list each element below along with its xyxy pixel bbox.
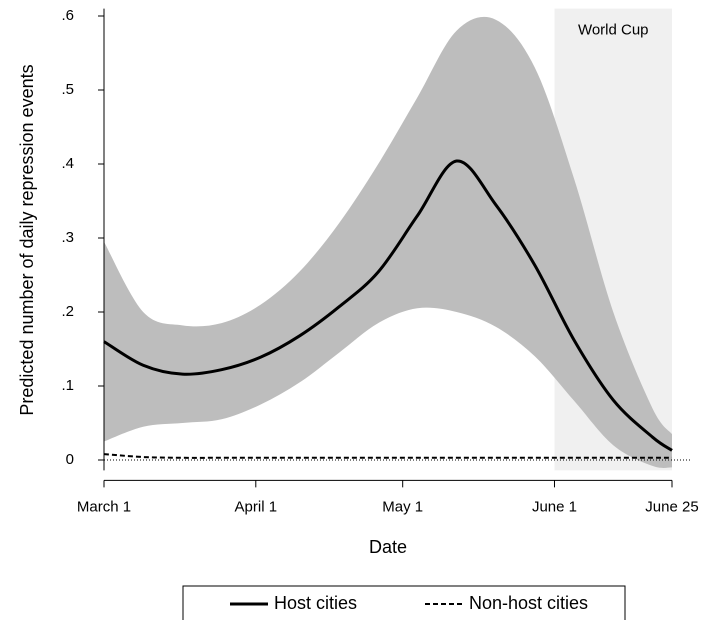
x-axis-title: Date [369,537,407,557]
y-tick-label: .6 [61,7,74,24]
confidence-band [104,16,672,468]
y-tick-label: .5 [61,81,74,98]
series-line [103,453,672,459]
x-tick-label: May 1 [382,498,423,515]
annotation: World Cup [578,22,649,39]
x-tick-label: March 1 [77,498,131,515]
y-tick-label: .3 [61,229,74,246]
x-tick-label: June 1 [532,498,577,515]
y-tick-label: .1 [61,377,74,394]
legend-label: Host cities [274,593,357,613]
x-tick-label: April 1 [235,498,278,515]
y-tick-label: .4 [61,155,74,172]
series-line [103,159,673,452]
y-axis-title: Predicted number of daily repression eve… [17,64,37,415]
x-tick-label: June 25 [645,498,698,515]
y-tick-label: .2 [61,303,74,320]
y-tick-label: 0 [66,451,74,468]
legend-label: Non-host cities [469,593,588,613]
